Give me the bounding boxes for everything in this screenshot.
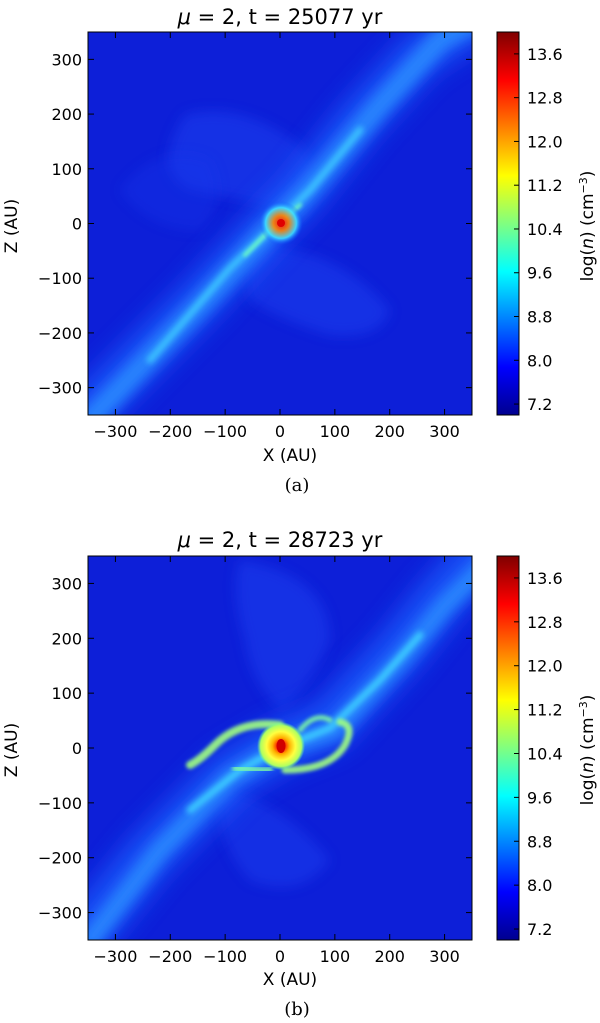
colorbar-tick-label: 10.4 bbox=[527, 220, 563, 239]
x-tick-label: 200 bbox=[374, 947, 405, 966]
spiral-arm-upper bbox=[297, 715, 333, 733]
x-tick-label: 0 bbox=[275, 422, 285, 441]
core-peak bbox=[276, 739, 286, 753]
y-axis-label: Z (AU) bbox=[2, 199, 22, 253]
outflow-lobe-lower bbox=[219, 790, 330, 887]
colorbar-tick-label: 13.6 bbox=[527, 45, 563, 64]
filament-inner bbox=[186, 631, 424, 814]
colorbar-gradient bbox=[496, 31, 520, 416]
y-tick-label: 200 bbox=[51, 105, 82, 124]
title-text: = 2, t = 28723 yr bbox=[191, 528, 383, 552]
colorbar-tick-label: 11.2 bbox=[527, 176, 563, 195]
colorbar-ticks: 13.6 12.8 12.0 11.2 10.4 9.6 8.8 8.0 7.2 bbox=[514, 45, 563, 414]
colorbar-tick-label: 8.8 bbox=[527, 832, 552, 851]
colorbar-tick-label: 12.8 bbox=[527, 89, 563, 108]
panel-caption: (b) bbox=[284, 999, 310, 1020]
colorbar-tick-label: 12.8 bbox=[527, 613, 563, 632]
panel-title: μ = 2, t = 25077 yr bbox=[177, 5, 383, 29]
density-panel-a: μ = 2, t = 25077 yr −300 −200 −100 0 100 200 3… bbox=[2, 5, 598, 496]
colorbar-label-post: ) bbox=[578, 695, 598, 702]
x-tick-label: 300 bbox=[429, 947, 460, 966]
colorbar-label-var: n bbox=[578, 762, 598, 773]
y-tick-label: 0 bbox=[72, 739, 82, 758]
colorbar-label-mid: ) (cm bbox=[578, 717, 598, 762]
outflow-lobe-lower bbox=[246, 245, 390, 336]
title-variable: μ bbox=[177, 5, 191, 29]
y-tick-label: −100 bbox=[38, 794, 82, 813]
y-tick-label: 300 bbox=[51, 50, 82, 69]
colorbar: 13.6 12.8 12.0 11.2 10.4 9.6 8.8 8.0 7.2 log(n) … bbox=[496, 31, 599, 416]
x-tick-label: −100 bbox=[203, 947, 247, 966]
colorbar-tick-label: 8.0 bbox=[527, 876, 552, 895]
colorbar-label-var: n bbox=[578, 238, 598, 249]
x-tick-label: 0 bbox=[275, 947, 285, 966]
y-tick-label: 100 bbox=[51, 684, 82, 703]
y-ticks: 300 200 100 0 −100 −200 −300 bbox=[38, 574, 472, 923]
density-map bbox=[88, 556, 472, 940]
y-ticks: 300 200 100 0 −100 −200 −300 bbox=[38, 50, 472, 398]
colorbar-tick-label: 9.6 bbox=[527, 788, 552, 807]
y-tick-label: −200 bbox=[38, 324, 82, 343]
x-ticks: −300 −200 −100 0 100 200 300 bbox=[93, 556, 460, 966]
colorbar-tick-label: 13.6 bbox=[527, 569, 563, 588]
colorbar-tick-label: 7.2 bbox=[527, 395, 552, 414]
title-variable: μ bbox=[177, 528, 191, 552]
colorbar-label: log(n) (cm−3) bbox=[577, 695, 599, 806]
x-tick-label: 200 bbox=[374, 422, 405, 441]
y-axis-label: Z (AU) bbox=[2, 723, 22, 777]
colorbar: 13.6 12.8 12.0 11.2 10.4 9.6 8.8 8.0 7.2 log(n) … bbox=[496, 555, 599, 941]
colorbar-tick-label: 11.2 bbox=[527, 701, 563, 720]
x-tick-label: 100 bbox=[320, 422, 351, 441]
colorbar-tick-label: 7.2 bbox=[527, 920, 552, 939]
density-panel-b: μ = 2, t = 28723 yr −300 −200 −100 0 100 200 3… bbox=[2, 528, 598, 1020]
colorbar-tick-label: 9.6 bbox=[527, 264, 552, 283]
x-axis-label: X (AU) bbox=[263, 446, 317, 466]
colorbar-label-pre: log( bbox=[578, 773, 598, 806]
density-map bbox=[88, 32, 472, 415]
panel-title: μ = 2, t = 28723 yr bbox=[177, 528, 383, 552]
colorbar-tick-label: 12.0 bbox=[527, 132, 563, 151]
y-tick-label: −100 bbox=[38, 269, 82, 288]
colorbar-label-sup: −3 bbox=[577, 701, 590, 717]
spiral-arm-left bbox=[186, 720, 284, 769]
x-tick-label: −200 bbox=[148, 422, 192, 441]
x-tick-label: −200 bbox=[148, 947, 192, 966]
spiral-arm-right bbox=[281, 718, 353, 774]
x-tick-label: −300 bbox=[93, 947, 137, 966]
x-ticks: −300 −200 −100 0 100 200 300 bbox=[93, 32, 460, 441]
spiral-arm-lower bbox=[232, 765, 273, 773]
y-tick-label: 200 bbox=[51, 629, 82, 648]
colorbar-label-mid: ) (cm bbox=[578, 193, 598, 238]
y-tick-label: −300 bbox=[38, 379, 82, 398]
title-text: = 2, t = 25077 yr bbox=[191, 5, 383, 29]
colorbar-ticks: 13.6 12.8 12.0 11.2 10.4 9.6 8.8 8.0 7.2 bbox=[514, 569, 563, 939]
y-tick-label: 100 bbox=[51, 160, 82, 179]
x-tick-label: 300 bbox=[429, 422, 460, 441]
x-tick-label: −100 bbox=[203, 422, 247, 441]
y-tick-label: 300 bbox=[51, 574, 82, 593]
colorbar-label-pre: log( bbox=[578, 249, 598, 282]
colorbar-label-sup: −3 bbox=[577, 177, 590, 193]
panel-caption: (a) bbox=[285, 475, 310, 496]
colorbar-tick-label: 12.0 bbox=[527, 657, 563, 676]
outflow-lobe-upper bbox=[236, 560, 330, 710]
x-tick-label: −300 bbox=[93, 422, 137, 441]
outflow-lobe-left bbox=[120, 154, 218, 230]
colorbar-tick-label: 8.0 bbox=[527, 351, 552, 370]
colorbar-label-post: ) bbox=[578, 171, 598, 178]
x-axis-label: X (AU) bbox=[263, 970, 317, 990]
colorbar-tick-label: 8.8 bbox=[527, 308, 552, 327]
colorbar-gradient bbox=[496, 555, 520, 941]
y-tick-label: −300 bbox=[38, 904, 82, 923]
x-tick-label: 100 bbox=[320, 947, 351, 966]
y-tick-label: 0 bbox=[72, 215, 82, 234]
y-tick-label: −200 bbox=[38, 849, 82, 868]
core-peak bbox=[277, 219, 285, 227]
colorbar-tick-label: 10.4 bbox=[527, 744, 563, 763]
colorbar-label: log(n) (cm−3) bbox=[577, 171, 599, 282]
